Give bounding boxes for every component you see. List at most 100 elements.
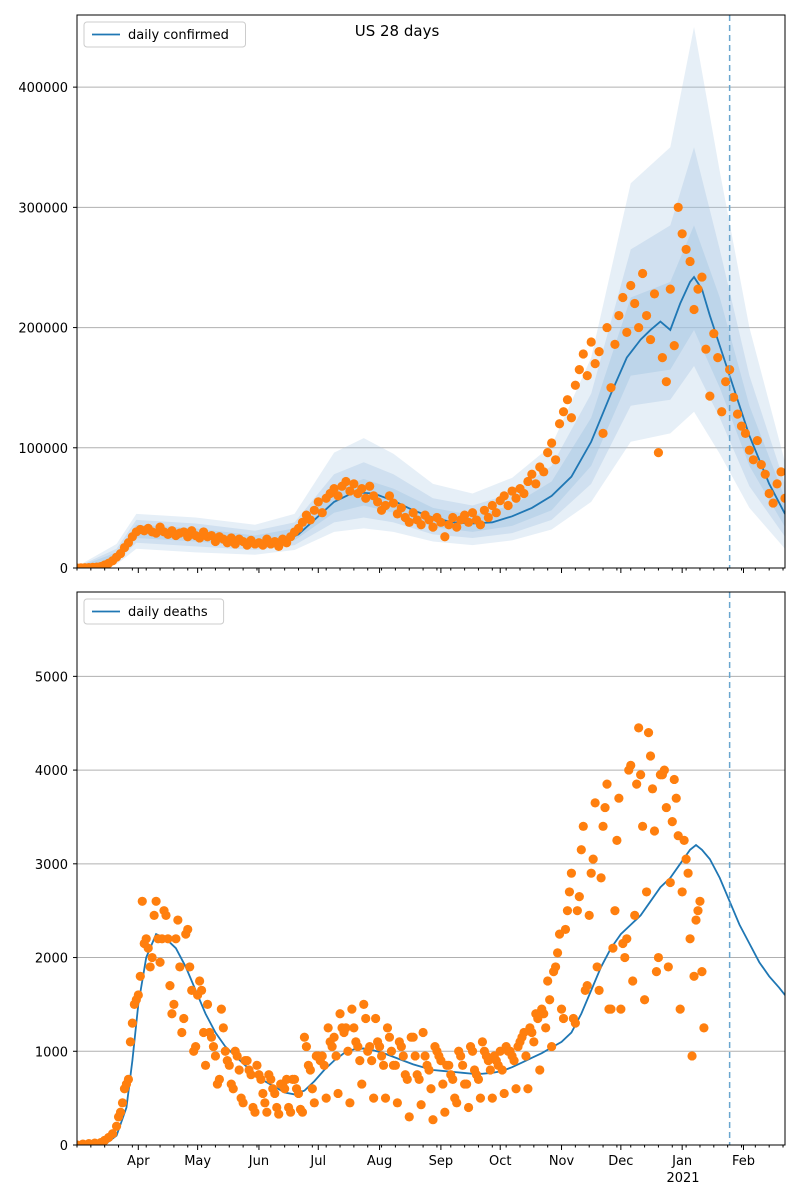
data-point <box>369 1093 379 1103</box>
data-point <box>461 1079 472 1089</box>
data-point <box>697 272 707 282</box>
data-point <box>463 1102 474 1113</box>
data-point <box>305 1065 315 1075</box>
data-point <box>428 522 438 532</box>
data-point <box>357 484 367 494</box>
data-point <box>685 256 695 267</box>
data-point <box>651 967 662 977</box>
x-tick-label-sep: Sep <box>429 1154 454 1169</box>
data-point <box>665 284 675 294</box>
data-point <box>687 1051 697 1061</box>
data-point <box>202 999 213 1010</box>
data-point <box>386 1046 397 1056</box>
panel-daily-deaths: 0 1000 2000 3000 4000 5000 Apr May Jun Jul Aug Sep O… <box>35 591 786 1169</box>
data-point <box>693 284 703 294</box>
data-point <box>297 517 308 527</box>
data-point <box>554 419 565 429</box>
data-point <box>713 353 723 363</box>
data-point <box>681 854 691 864</box>
data-point <box>234 1065 244 1075</box>
data-point <box>576 845 586 855</box>
data-point <box>511 493 521 503</box>
data-point <box>147 952 157 963</box>
data-point <box>541 1023 551 1033</box>
data-point <box>274 541 284 551</box>
data-point <box>529 1037 539 1047</box>
data-point <box>396 503 406 513</box>
data-point <box>317 508 327 518</box>
y-tick-label: 4000 <box>35 764 68 779</box>
data-point <box>250 1107 260 1117</box>
data-point <box>467 508 478 518</box>
data-point <box>728 392 739 402</box>
data-point <box>608 943 618 953</box>
data-point <box>149 910 159 920</box>
data-point <box>744 445 755 455</box>
data-point <box>270 1088 280 1099</box>
data-point <box>380 500 391 511</box>
data-point <box>768 498 778 508</box>
y-tick-label: 5000 <box>35 670 68 685</box>
data-point <box>547 438 557 448</box>
data-point <box>145 962 155 972</box>
data-point <box>661 377 671 387</box>
data-point <box>428 1115 438 1125</box>
data-point <box>560 924 571 935</box>
data-point <box>594 347 604 357</box>
data-point <box>365 1041 375 1052</box>
legend-box <box>83 598 225 625</box>
data-point <box>349 479 359 489</box>
data-point <box>683 868 693 878</box>
data-point <box>543 447 553 458</box>
data-point <box>531 479 541 489</box>
data-point <box>736 421 747 431</box>
data-point <box>333 491 343 501</box>
data-point <box>206 1032 217 1042</box>
data-point <box>653 447 664 458</box>
data-point <box>155 957 165 967</box>
data-point <box>359 999 369 1010</box>
data-point <box>347 1004 357 1014</box>
x-tick-label-jun: Jun <box>248 1154 269 1169</box>
data-point <box>697 967 707 977</box>
data-point <box>313 497 323 507</box>
data-point <box>115 1107 126 1117</box>
data-point <box>558 1013 569 1024</box>
data-point <box>628 976 638 986</box>
data-point <box>539 1009 549 1019</box>
data-point <box>507 486 517 496</box>
data-point <box>695 896 705 906</box>
data-point <box>210 1051 221 1061</box>
data-point <box>341 1023 351 1033</box>
data-point <box>301 1041 312 1052</box>
data-point <box>220 1046 230 1056</box>
chart-title: US 28 days <box>355 22 440 40</box>
data-point <box>614 793 624 803</box>
data-point <box>463 517 474 527</box>
data-point <box>675 1004 685 1014</box>
plot-area <box>77 27 785 568</box>
data-point <box>566 868 577 878</box>
data-point <box>341 476 351 487</box>
data-point <box>373 497 383 507</box>
y-tick-label: 200000 <box>18 322 68 337</box>
data-point <box>657 353 667 363</box>
x-tick-label-may: May <box>184 1154 211 1169</box>
data-point <box>598 428 608 438</box>
data-point <box>440 532 450 542</box>
data-point <box>177 1027 187 1038</box>
uncertainty-band-95 <box>77 27 785 568</box>
series-line <box>77 843 785 1145</box>
data-point <box>663 962 673 972</box>
data-point <box>161 910 171 920</box>
data-point <box>649 826 660 836</box>
panel-daily-confirmed: 0 100000 200000 300000 400000 daily confirmed <box>18 14 786 577</box>
data-point <box>622 327 632 337</box>
data-point <box>380 1093 391 1103</box>
data-point <box>550 455 561 465</box>
data-point <box>349 1023 359 1033</box>
data-point <box>776 467 785 477</box>
data-point <box>491 508 501 518</box>
data-point <box>764 488 774 499</box>
